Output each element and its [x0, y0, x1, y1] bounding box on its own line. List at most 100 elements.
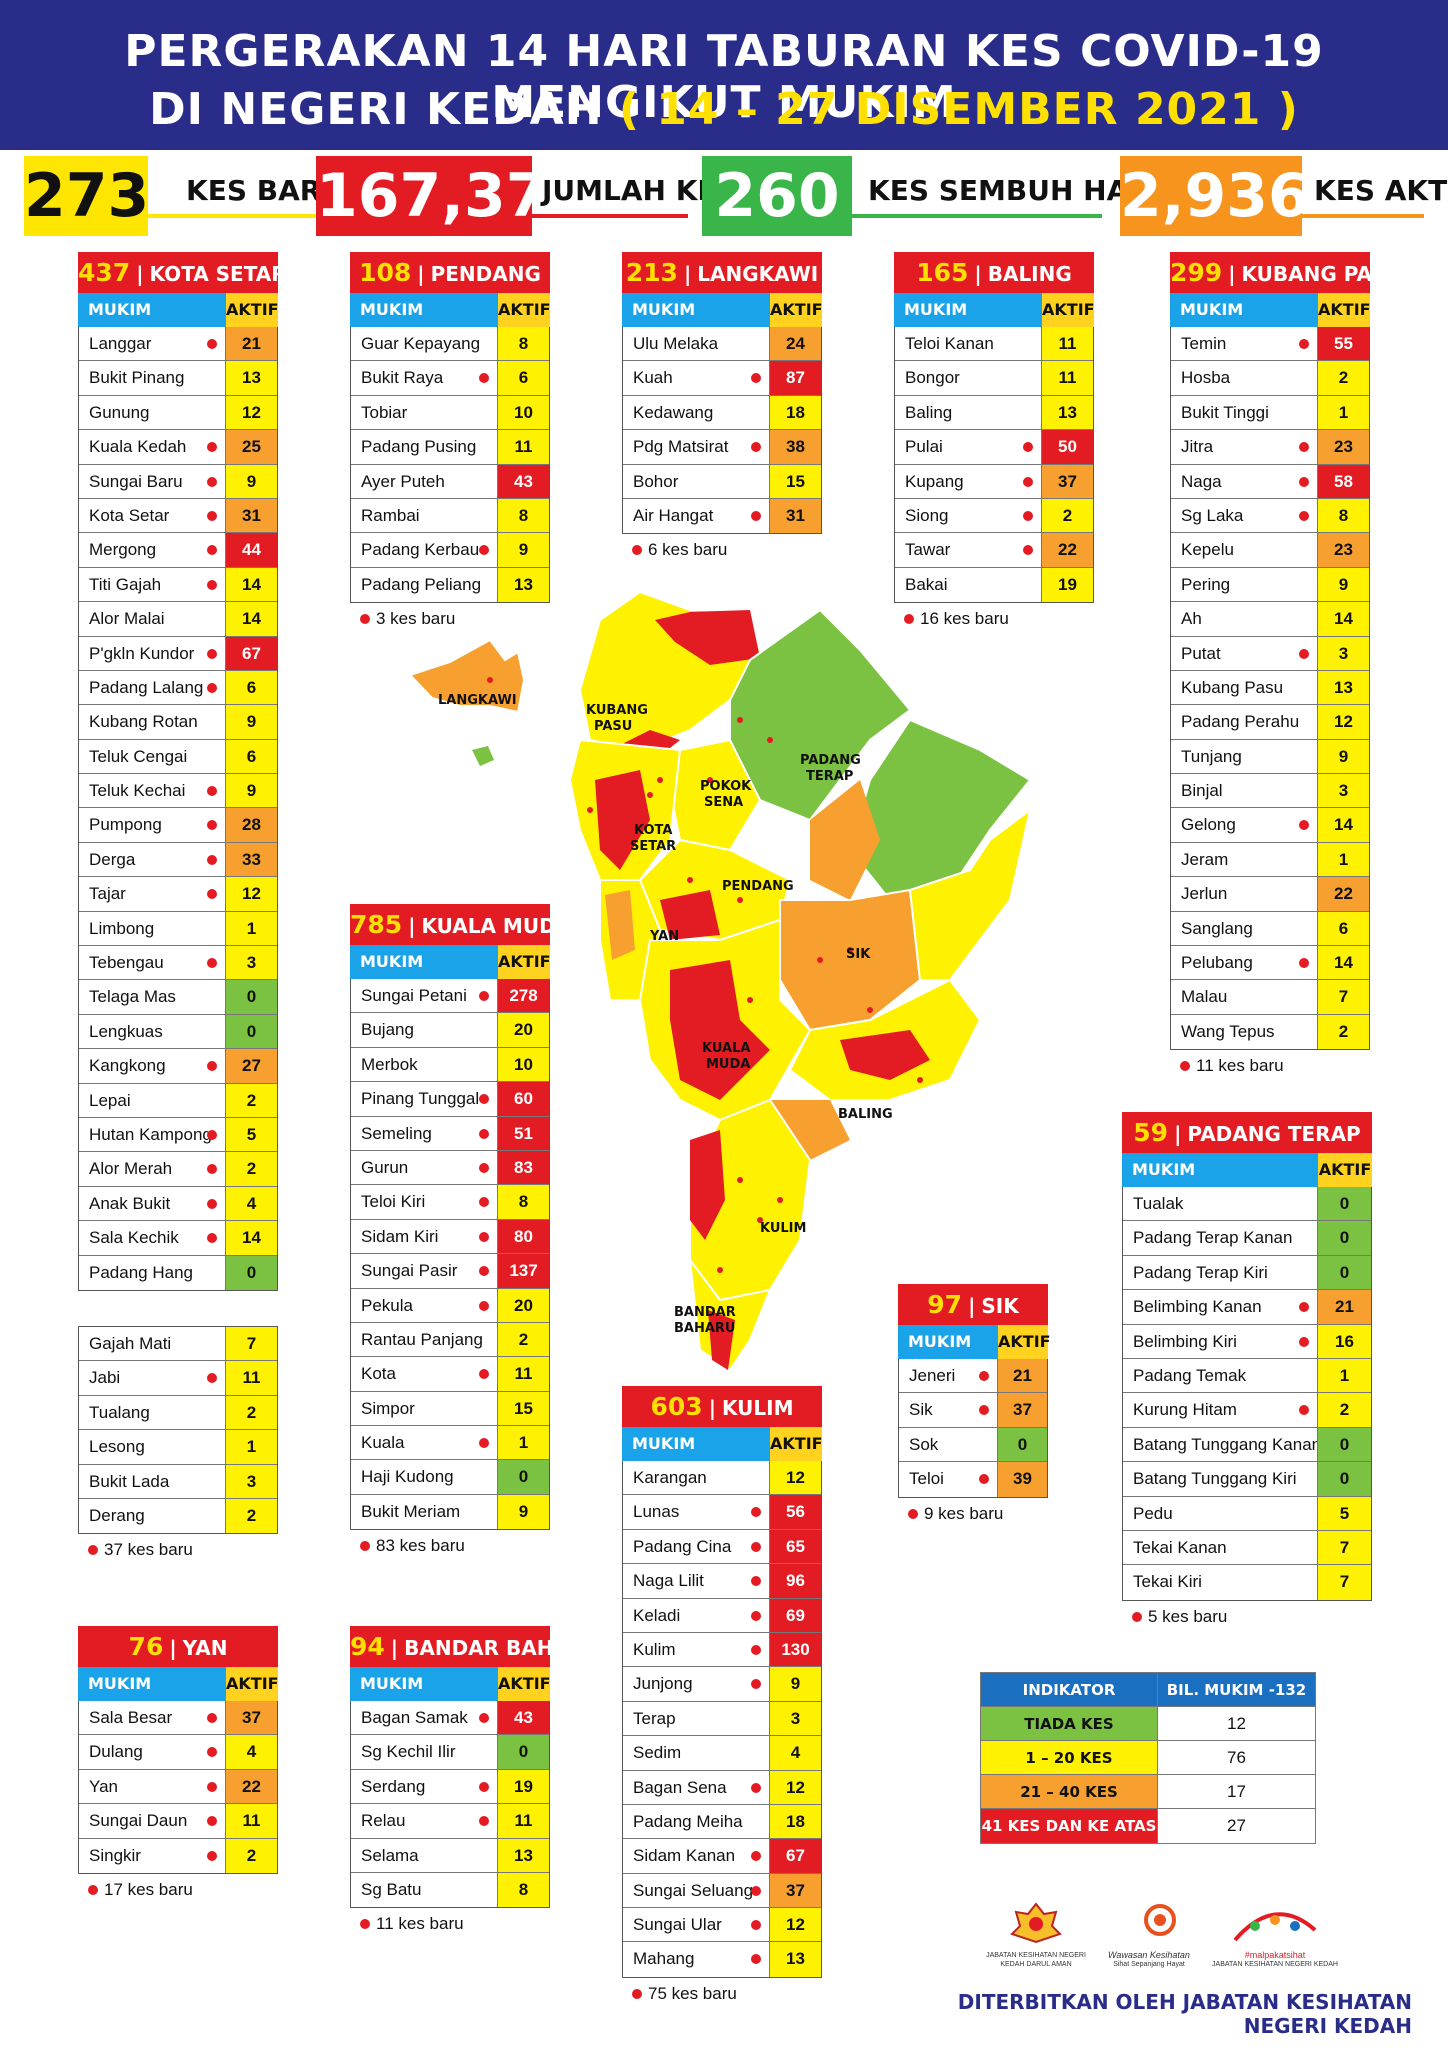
mukim-name: Semeling — [351, 1117, 497, 1150]
mukim-row: Bukit Pinang 13 — [79, 361, 277, 396]
mukim-row: Kurung Hitam 2 — [1123, 1393, 1371, 1428]
map-bandar-baharu-red — [708, 1310, 735, 1370]
map-label-bandar-baharu: BANDAR — [674, 1305, 736, 1320]
district-title: 94 | BANDAR BAHARU — [350, 1626, 601, 1667]
map-kota-setar-red — [595, 770, 650, 870]
mukim-table-body: Sala Besar 37 Dulang 4 Yan 22 Sungai Daun 11 Sin… — [78, 1701, 278, 1874]
map-kubang-pasu-red — [655, 610, 760, 665]
mukim-row: Bongor 11 — [895, 361, 1093, 396]
new-case-dot-icon — [632, 1988, 642, 1999]
mukim-row: Haji Kudong 0 — [351, 1460, 549, 1495]
mukim-name: Sedim — [633, 1743, 682, 1763]
mukim-row: Junjong 9 — [623, 1667, 821, 1702]
mukim-name: Haji Kudong — [361, 1467, 454, 1487]
new-case-dot-icon — [479, 1231, 489, 1242]
legend-label: 21 – 40 KES — [981, 1775, 1157, 1808]
wawasan-emblem-icon — [1144, 1904, 1176, 1936]
new-case-dot-icon — [751, 1920, 761, 1931]
mukim-name: Bukit Raya — [351, 361, 497, 394]
panel-yan: 76 | YAN MUKIM AKTIF Sala Besar 37 Dulang 4 Yan 22… — [78, 1626, 279, 1900]
map-padang-terap — [729, 608, 912, 822]
new-case-dot-icon — [751, 1885, 761, 1896]
mukim-active-count: 1 — [1317, 842, 1369, 877]
mukim-name: Pedu — [1133, 1503, 1173, 1523]
mukim-active-count: 22 — [225, 1769, 277, 1804]
mukim-active-count: 13 — [497, 1838, 549, 1872]
mukim-name: Kubang Pasu — [1181, 677, 1284, 697]
new-case-dot-icon — [207, 786, 217, 797]
map-label-pokok-sena: SENA — [704, 795, 743, 810]
kota-setar-second-table: Gajah Mati 7 Jabi 11 Tualang 2 Lesong 1 Bukit La… — [78, 1326, 278, 1560]
mukim-row: Tajar 12 — [79, 877, 277, 912]
new-case-dot-icon — [207, 958, 217, 969]
legend-value: 76 — [1157, 1741, 1315, 1774]
mukim-name: Jeram — [1181, 849, 1229, 869]
mukim-active-count: 137 — [497, 1254, 549, 1288]
mukim-active-count: 1 — [1317, 1358, 1371, 1393]
mukim-row: Kupang 37 — [895, 464, 1093, 499]
mukim-active-count: 21 — [997, 1359, 1047, 1393]
mukim-name: Tawar — [895, 533, 1041, 566]
new-case-dot-icon — [479, 373, 489, 384]
mukim-active-count: 37 — [769, 1873, 821, 1908]
mukim-active-count: 24 — [769, 327, 821, 361]
new-case-dot-icon — [1299, 958, 1309, 969]
mukim-name: P'gkln Kundor — [79, 637, 225, 670]
mukim-active-count: 130 — [769, 1632, 821, 1667]
logo-wawasan-text: Sihat Sepanjang Hayat — [1113, 1961, 1185, 1968]
mukim-active-count: 8 — [497, 498, 549, 533]
logo-wawasan-text: Wawasan Kesihatan — [1108, 1950, 1190, 1960]
map-label-kuala-muda: KUALA — [702, 1041, 750, 1056]
mukim-name: Sg Kechil Ilir — [361, 1742, 456, 1762]
stat-new-cases-value: 273 — [24, 156, 149, 236]
mukim-row: Mergong 44 — [79, 533, 277, 568]
mukim-name: Sanglang — [1181, 918, 1253, 938]
map-langkawi — [408, 638, 526, 714]
district-name: KUBANG PASU — [1241, 262, 1403, 286]
mukim-row: Jeneri 21 — [899, 1359, 1047, 1394]
mukim-name: Sala Kechik — [79, 1221, 225, 1254]
mukim-active-count: 51 — [497, 1116, 549, 1150]
new-case-dot-icon — [751, 1851, 761, 1862]
legend-label: 41 KES DAN KE ATAS — [981, 1809, 1157, 1843]
mukim-row: Malau 7 — [1171, 980, 1369, 1015]
mukim-name: Pumpong — [79, 808, 225, 841]
mukim-row: Jeram 1 — [1171, 842, 1369, 878]
col-aktif: AKTIF — [226, 293, 279, 327]
mukim-row: Ah 14 — [1171, 602, 1369, 637]
mukim-row: Bagan Samak 43 — [351, 1701, 549, 1736]
new-case-dot-icon — [979, 1371, 989, 1381]
new-case-dot-icon — [1299, 1405, 1309, 1416]
new-cases-note: 83 kes baru — [350, 1536, 550, 1556]
mukim-row: Sungai Petani 278 — [351, 979, 549, 1014]
mukim-name: Padang Hang — [89, 1262, 193, 1282]
kita-emblem-icon — [1233, 1912, 1317, 1942]
mukim-row: Mahang 13 — [623, 1942, 821, 1977]
mukim-row: Kota Setar 31 — [79, 498, 277, 534]
new-case-dot-icon — [751, 1610, 761, 1621]
mukim-active-count: 5 — [225, 1117, 277, 1152]
mukim-name: Pdg Matsirat — [623, 430, 769, 463]
mukim-row: Jitra 23 — [1171, 430, 1369, 465]
new-case-dot-icon — [207, 1061, 217, 1072]
mukim-active-count: 14 — [225, 602, 277, 636]
district-case-count: 94 — [350, 1632, 385, 1661]
mukim-active-count: 9 — [1317, 567, 1369, 602]
new-case-dot-icon — [1132, 1611, 1142, 1622]
new-case-dot-icon — [88, 1884, 98, 1895]
new-case-dot-icon — [88, 1545, 98, 1556]
new-case-dot-icon — [207, 1129, 217, 1140]
mukim-name: Naga — [1171, 465, 1317, 498]
district-name: KUALA MUDA — [421, 914, 572, 938]
map-yan-orange — [605, 890, 635, 960]
mukim-name: Sungai Ular — [623, 1908, 769, 1941]
mukim-active-count: 11 — [1041, 327, 1093, 361]
mukim-active-count: 13 — [1317, 670, 1369, 705]
mukim-name: Kulim — [623, 1633, 769, 1666]
mukim-row: Baling 13 — [895, 395, 1093, 431]
map-label-langkawi: LANGKAWI — [438, 693, 517, 708]
district-title: 108 | PENDANG — [350, 252, 550, 293]
mukim-active-count: 2 — [225, 1395, 277, 1430]
stat-recovered-value: 260 — [702, 156, 852, 236]
mukim-row: Derga 33 — [79, 842, 277, 878]
